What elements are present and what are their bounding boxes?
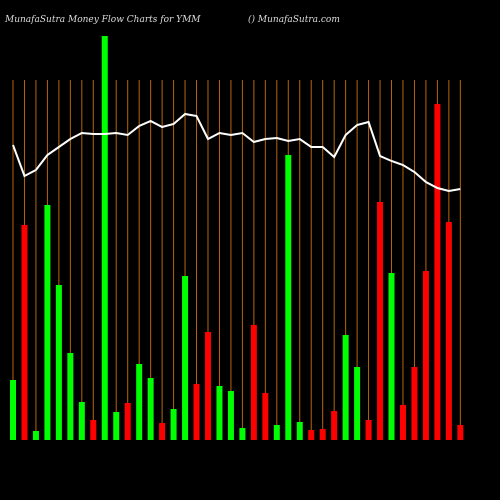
money-flow-line (12, 112, 461, 193)
bar (457, 425, 464, 440)
bar (32, 431, 39, 440)
bar (239, 428, 246, 440)
bar (331, 411, 338, 440)
bar (159, 423, 166, 440)
bar (411, 367, 418, 440)
bar (136, 364, 143, 440)
bar (296, 422, 303, 440)
bar (422, 271, 429, 440)
bar (67, 353, 74, 440)
bar (262, 393, 269, 440)
bar (170, 409, 177, 440)
bar (342, 335, 349, 440)
bar (147, 378, 154, 440)
bar (90, 420, 97, 440)
bar (285, 155, 292, 440)
bar (10, 380, 16, 440)
chart-subtitle: () MunafaSutra.com (248, 14, 340, 25)
bar (216, 386, 223, 440)
bar (113, 412, 120, 440)
bar (44, 205, 51, 440)
bar (204, 332, 211, 440)
bar (365, 420, 372, 440)
bar (434, 104, 441, 440)
bar (399, 405, 406, 440)
bar (354, 367, 361, 440)
bar (388, 273, 395, 440)
bar (445, 222, 452, 440)
bar (193, 384, 200, 440)
bar (308, 430, 315, 440)
bar (227, 391, 234, 440)
bar (124, 403, 131, 440)
bar (78, 402, 85, 440)
bar (273, 425, 280, 440)
chart-title: MunafaSutra Money Flow Charts for YMM (4, 15, 201, 25)
bar (21, 225, 28, 440)
bar (101, 36, 108, 440)
bar (55, 285, 62, 440)
bar (182, 276, 189, 440)
bar (250, 325, 257, 440)
bar (319, 429, 326, 440)
bar (377, 202, 384, 440)
